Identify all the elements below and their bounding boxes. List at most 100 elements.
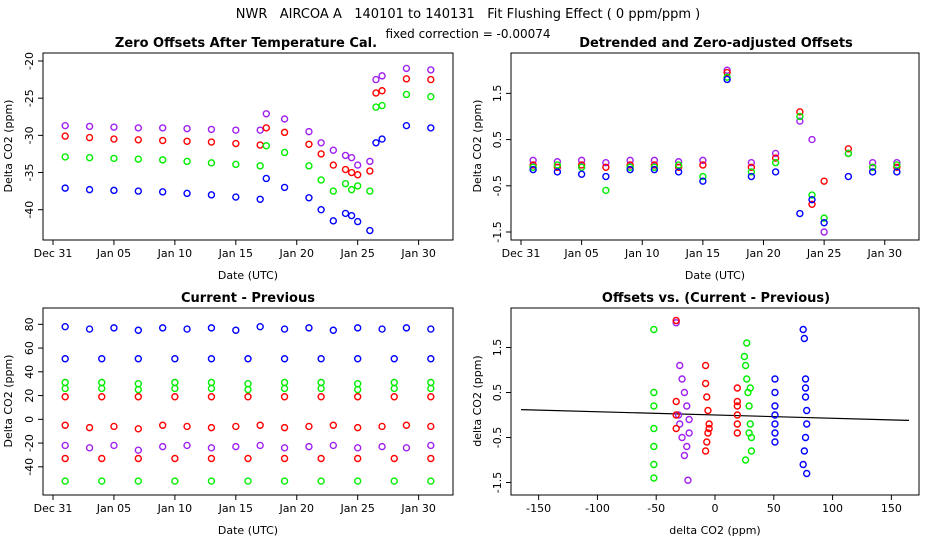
data-point	[244, 385, 252, 394]
data-point	[280, 325, 289, 333]
data-point	[329, 421, 338, 429]
y-tick-label: 0.5	[491, 131, 504, 149]
data-point	[844, 149, 853, 158]
y-tick-label: -35	[23, 164, 36, 182]
data-point	[626, 161, 634, 169]
data-point	[329, 326, 338, 334]
data-point	[244, 393, 252, 401]
data-point	[134, 355, 143, 363]
data-point	[378, 87, 386, 95]
data-point	[378, 135, 386, 143]
data-point	[207, 454, 216, 463]
data-point	[893, 161, 901, 169]
series-green-2	[61, 384, 435, 394]
data-point	[808, 135, 816, 144]
data-point	[353, 355, 362, 363]
data-point	[771, 158, 780, 167]
data-point	[183, 422, 191, 431]
y-axis-label: Delta CO2 (ppm)	[2, 355, 15, 448]
series-green	[529, 73, 901, 222]
data-point	[171, 454, 179, 463]
series-red	[672, 316, 742, 455]
data-point	[232, 126, 240, 134]
data-point	[134, 155, 143, 163]
data-point	[683, 442, 691, 451]
data-point	[801, 384, 810, 392]
data-point	[280, 477, 289, 485]
data-point	[329, 146, 338, 154]
series-red	[61, 393, 435, 401]
data-point	[820, 177, 828, 185]
data-point	[317, 355, 325, 363]
data-point	[256, 322, 264, 331]
data-point	[353, 393, 362, 401]
y-tick-label: 0	[23, 416, 36, 423]
data-point	[577, 163, 586, 171]
data-point	[771, 168, 780, 176]
data-point	[704, 406, 712, 415]
data-point	[207, 191, 216, 199]
data-point	[110, 186, 118, 195]
data-point	[61, 454, 69, 463]
data-point	[402, 421, 411, 429]
data-point	[650, 424, 658, 433]
data-point	[329, 187, 338, 195]
y-tick-label: 20	[23, 389, 36, 403]
plot-frame	[510, 307, 920, 496]
y-tick-label: -0.5	[491, 427, 504, 448]
data-point	[232, 139, 240, 148]
data-point	[650, 325, 658, 334]
data-point	[626, 165, 634, 174]
data-point	[207, 138, 216, 146]
data-point	[427, 325, 435, 333]
data-point	[771, 438, 779, 446]
x-tick-label: Jan 25	[339, 502, 374, 515]
y-tick-label: -1.5	[491, 472, 504, 493]
y-tick-label: 1.5	[491, 85, 504, 103]
data-point	[110, 135, 118, 143]
data-point	[305, 324, 313, 332]
data-point	[134, 425, 143, 433]
data-point	[366, 226, 374, 235]
y-tick-label: 1.5	[491, 339, 504, 357]
data-point	[329, 217, 338, 225]
data-point	[676, 420, 684, 428]
data-point	[553, 163, 562, 171]
data-point	[771, 429, 779, 437]
data-point	[529, 156, 537, 165]
data-point	[684, 476, 692, 484]
data-point	[158, 136, 167, 145]
data-point	[317, 139, 325, 147]
data-point	[626, 163, 634, 171]
data-point	[705, 420, 713, 428]
data-point	[771, 402, 779, 410]
data-point	[280, 148, 289, 157]
data-point	[427, 66, 435, 74]
data-point	[280, 128, 289, 137]
data-point	[232, 160, 240, 169]
data-point	[747, 163, 756, 171]
data-point	[672, 319, 680, 327]
data-point	[672, 411, 680, 419]
data-point	[171, 384, 179, 393]
data-point	[158, 124, 167, 132]
data-point	[317, 150, 325, 158]
data-point	[110, 324, 118, 332]
data-point	[305, 140, 313, 148]
data-point	[427, 422, 435, 431]
y-tick-label: -25	[23, 89, 36, 107]
x-tick-label: Jan 15	[218, 247, 253, 260]
data-point	[341, 165, 350, 174]
data-point	[280, 183, 289, 192]
data-point	[317, 205, 325, 214]
data-point	[676, 361, 684, 370]
data-point	[329, 161, 338, 169]
data-point	[705, 424, 713, 433]
data-point	[803, 469, 811, 478]
data-point	[743, 339, 751, 347]
x-tick-label: Jan 10	[157, 502, 192, 515]
data-point	[427, 477, 435, 485]
y-tick-label: 80	[23, 317, 36, 331]
data-point	[207, 477, 216, 485]
data-point	[98, 454, 106, 463]
